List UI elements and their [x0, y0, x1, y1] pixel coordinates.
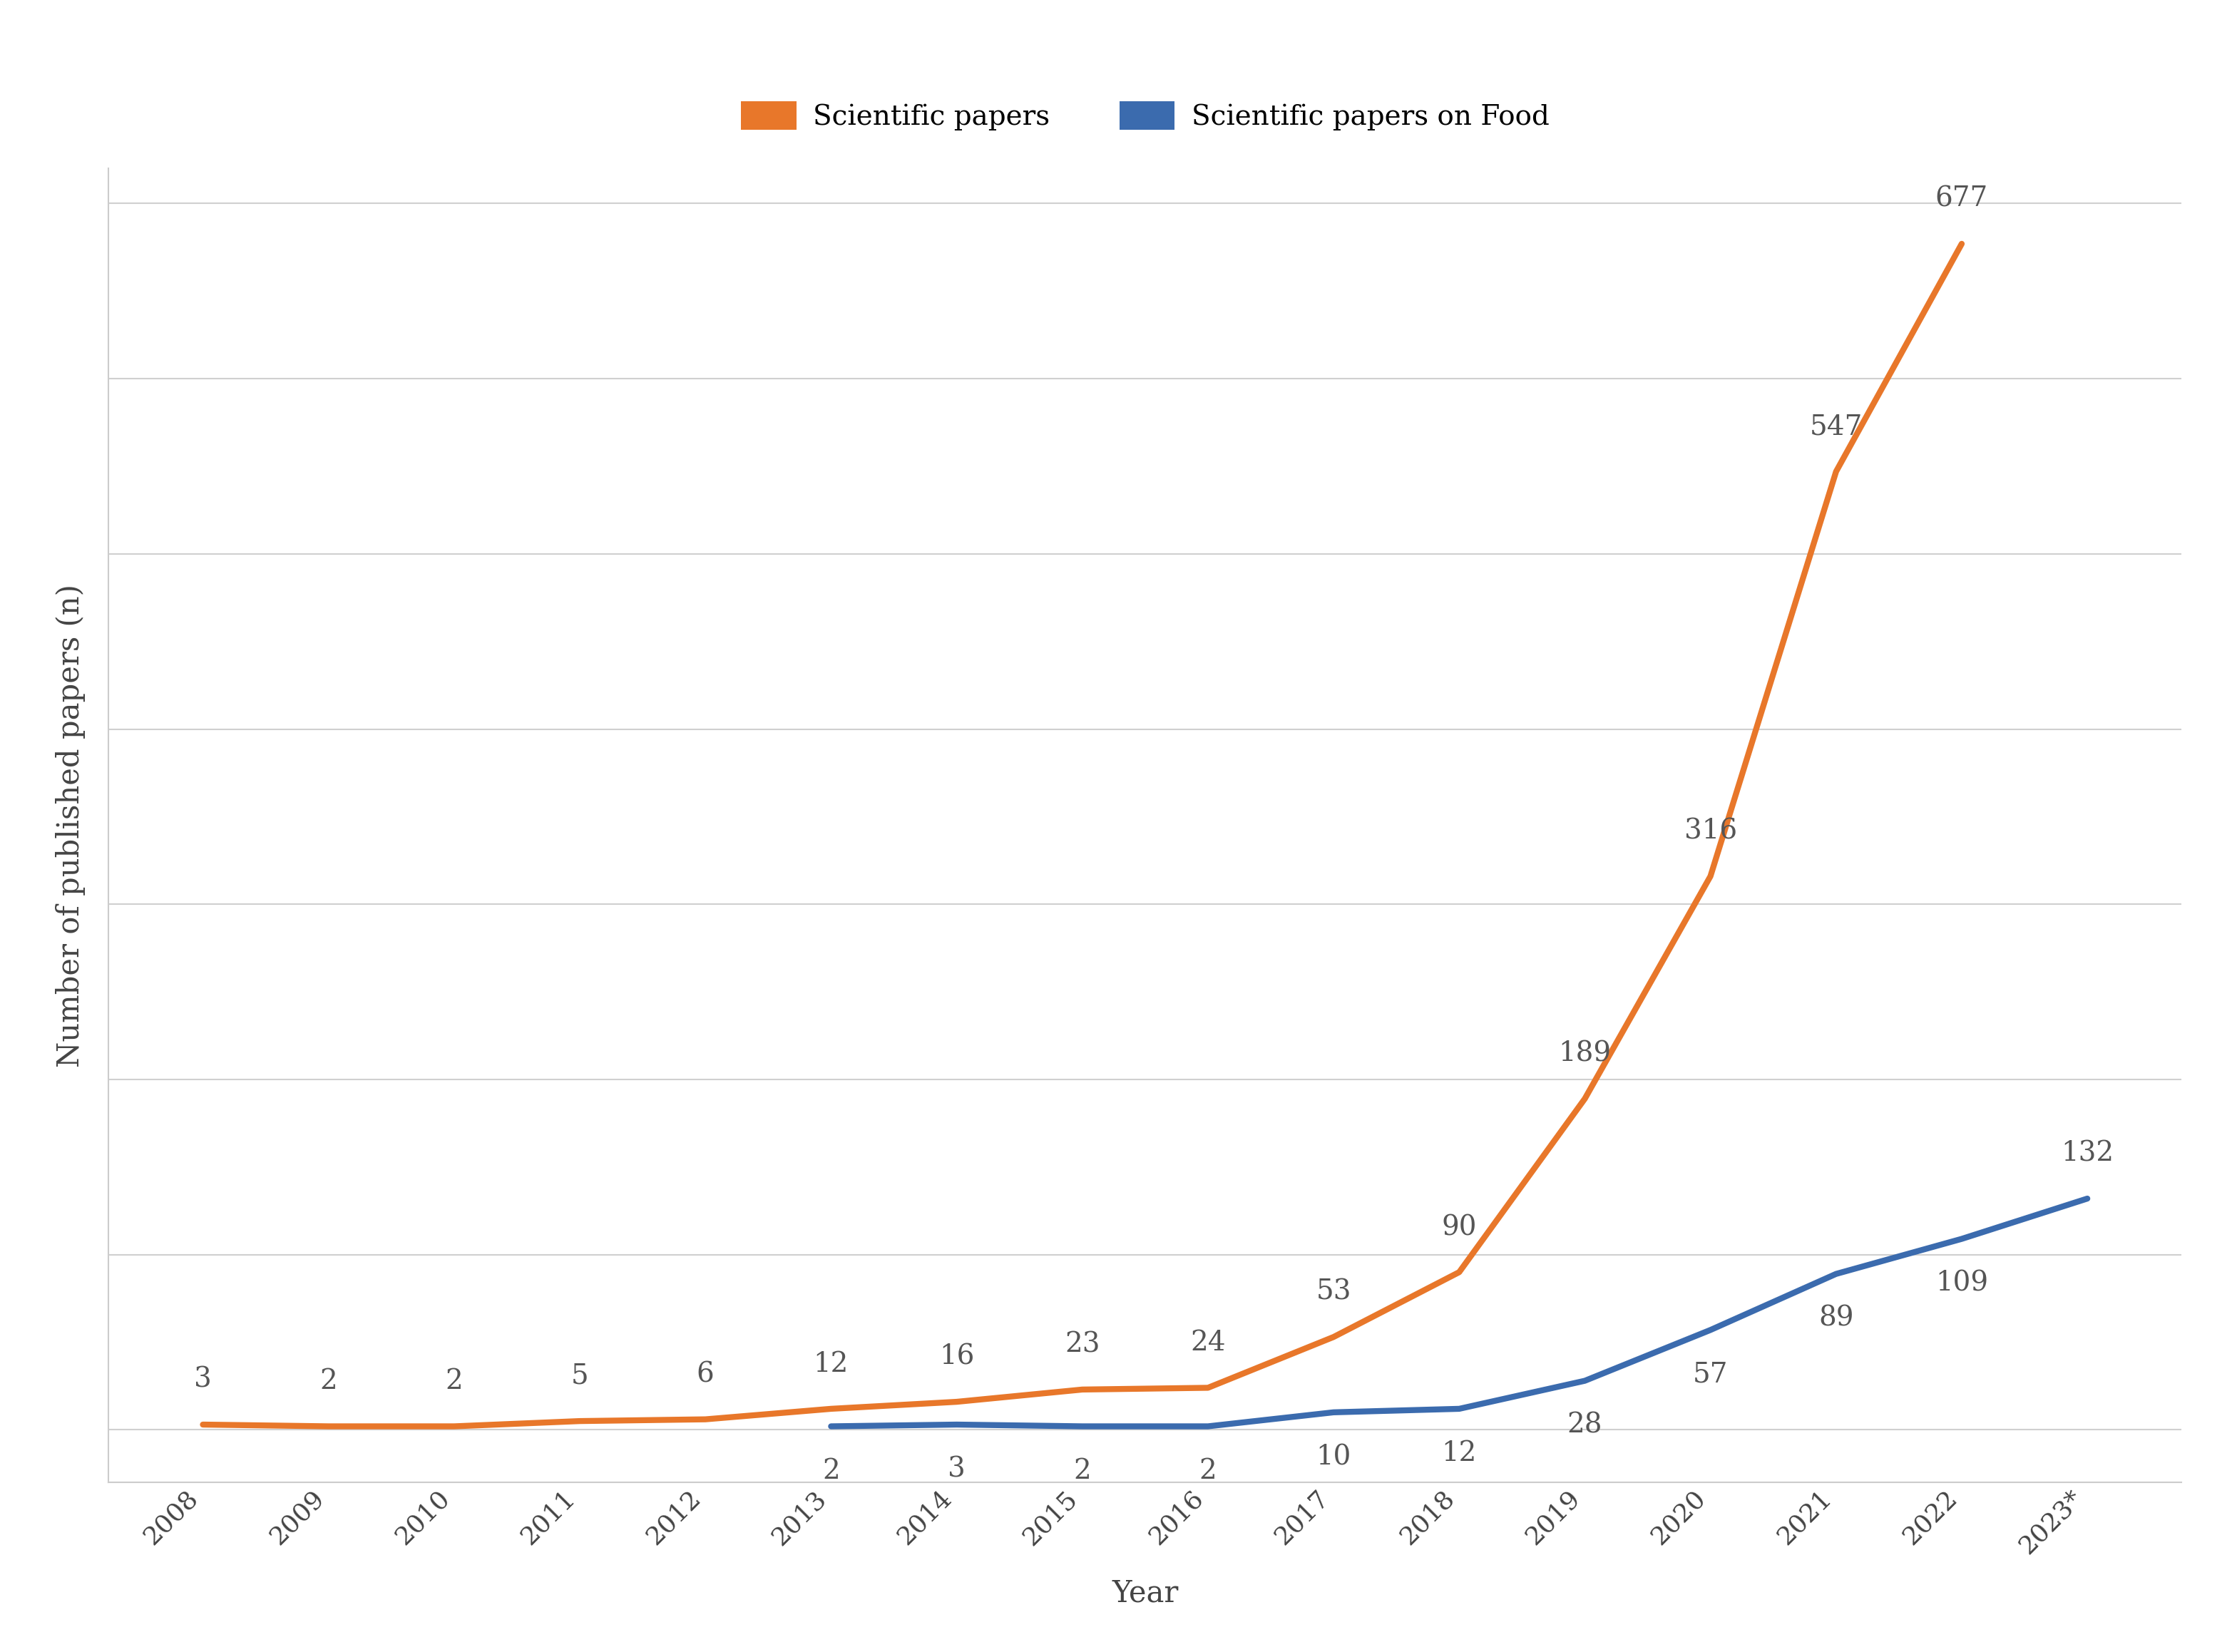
Scientific papers on Food [1320, 1403, 1347, 1422]
Text: 132: 132 [2060, 1140, 2114, 1166]
Scientific papers [1069, 1379, 1096, 1399]
Scientific papers on Food [1445, 1399, 1472, 1419]
Text: 2: 2 [320, 1368, 338, 1394]
Scientific papers [1948, 235, 1975, 254]
Text: 90: 90 [1441, 1214, 1476, 1241]
Text: 109: 109 [1935, 1270, 1989, 1297]
Scientific papers on Food [817, 1416, 843, 1436]
Scientific papers [691, 1409, 718, 1429]
Text: 12: 12 [814, 1351, 848, 1378]
Text: 2: 2 [1074, 1457, 1092, 1483]
Text: 3: 3 [195, 1366, 213, 1393]
Scientific papers [1445, 1262, 1472, 1282]
Text: 2: 2 [1199, 1457, 1217, 1483]
Text: 3: 3 [948, 1455, 966, 1482]
Scientific papers on Food [944, 1414, 971, 1434]
Text: 28: 28 [1568, 1412, 1602, 1439]
Scientific papers [315, 1416, 342, 1436]
Text: 23: 23 [1065, 1332, 1101, 1358]
Scientific papers on Food [2074, 1189, 2101, 1209]
Scientific papers [441, 1416, 468, 1436]
Scientific papers on Food [1570, 1371, 1597, 1391]
Scientific papers [817, 1399, 843, 1419]
Text: 2: 2 [823, 1457, 839, 1483]
Text: 53: 53 [1315, 1279, 1351, 1305]
Scientific papers on Food [1948, 1229, 1975, 1249]
Scientific papers [944, 1393, 971, 1412]
X-axis label: Year: Year [1112, 1578, 1179, 1609]
Scientific papers on Food [1823, 1264, 1850, 1284]
Text: 16: 16 [940, 1343, 975, 1370]
Line: Scientific papers: Scientific papers [204, 244, 1962, 1426]
Scientific papers [1195, 1378, 1221, 1398]
Scientific papers [1320, 1327, 1347, 1346]
Text: 547: 547 [1810, 413, 1863, 439]
Scientific papers [1570, 1089, 1597, 1108]
Legend: Scientific papers, Scientific papers on Food: Scientific papers, Scientific papers on … [729, 91, 1561, 142]
Text: 6: 6 [696, 1361, 714, 1388]
Text: 2: 2 [445, 1368, 463, 1394]
Scientific papers [1698, 866, 1725, 885]
Scientific papers on Food [1195, 1416, 1221, 1436]
Text: 12: 12 [1441, 1441, 1476, 1467]
Text: 5: 5 [570, 1363, 588, 1389]
Text: 57: 57 [1693, 1361, 1729, 1388]
Scientific papers on Food [1069, 1416, 1096, 1436]
Text: 10: 10 [1315, 1444, 1351, 1470]
Text: 89: 89 [1819, 1305, 1854, 1332]
Scientific papers [190, 1414, 217, 1434]
Text: 24: 24 [1190, 1330, 1226, 1356]
Text: 677: 677 [1935, 187, 1989, 211]
Scientific papers [566, 1411, 593, 1431]
Scientific papers on Food [1698, 1320, 1725, 1340]
Line: Scientific papers on Food: Scientific papers on Food [830, 1199, 2087, 1426]
Y-axis label: Number of published papers (n): Number of published papers (n) [56, 583, 85, 1067]
Text: 316: 316 [1684, 818, 1736, 844]
Scientific papers [1823, 461, 1850, 481]
Text: 189: 189 [1559, 1041, 1611, 1067]
